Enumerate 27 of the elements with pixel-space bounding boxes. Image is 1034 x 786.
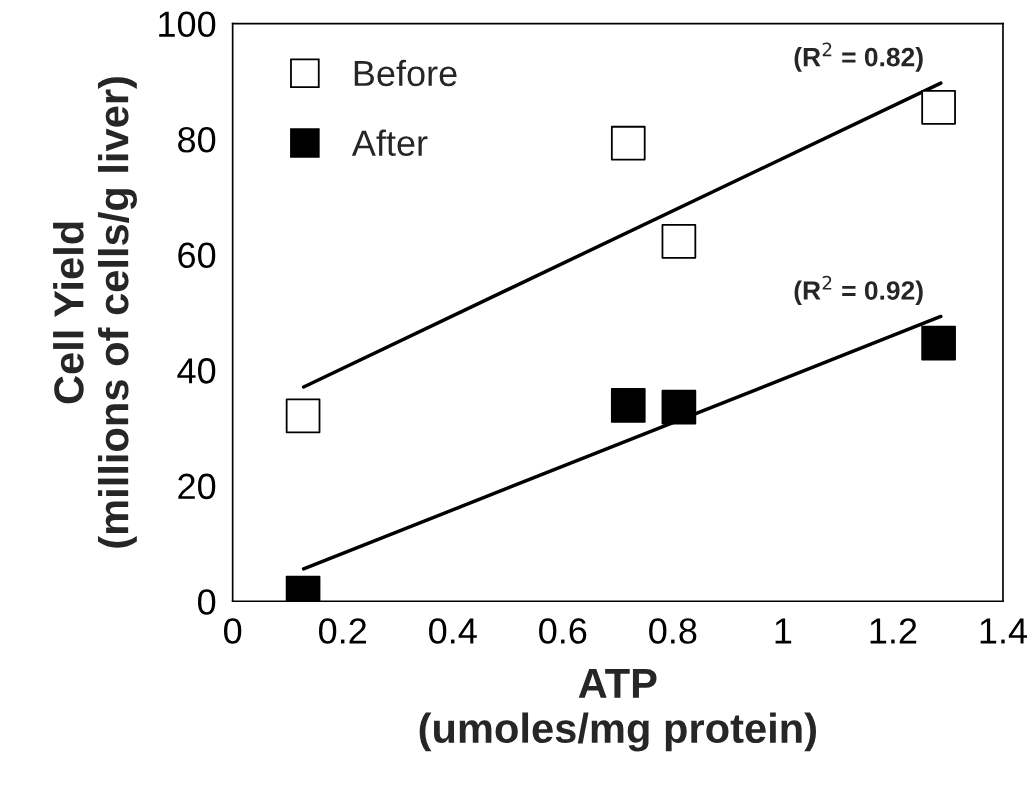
legend-label: Before (354, 59, 457, 87)
point (661, 224, 697, 259)
annotation: (R$^{2}$ = 0.82) (794, 42, 923, 72)
y-tick-label: 60 (178, 242, 216, 269)
point (610, 388, 646, 423)
x-tick-label: 1 (775, 618, 792, 644)
x-tick-label: 0.6 (539, 618, 587, 644)
y-tick-label: 0 (198, 589, 216, 615)
x-tick-label: 0 (224, 618, 242, 644)
x-tick-label: 1.2 (870, 618, 917, 644)
y-tick-label: 100 (159, 11, 216, 38)
x-tick-label: 0.8 (649, 618, 697, 644)
y-tick-label: 40 (177, 358, 216, 384)
legend-label: After (351, 129, 428, 156)
y-axis-title: Cell Yield (millions of cells/g liver) (53, 77, 137, 548)
x-tick-label: 1.4 (980, 618, 1028, 644)
y-tick-label: 20 (178, 473, 216, 500)
point (610, 125, 646, 161)
x-tick-label: 0.2 (319, 618, 366, 644)
point (921, 325, 956, 361)
annotation: (R$^{2}$ = 0.92) (794, 275, 923, 306)
y-tick-label: 80 (178, 126, 216, 153)
point (921, 90, 956, 125)
x-axis-title: ATP (umoles/mg protein) (419, 669, 816, 752)
point (661, 389, 697, 425)
x-tick-label: 0.4 (429, 618, 477, 644)
point (285, 398, 321, 434)
